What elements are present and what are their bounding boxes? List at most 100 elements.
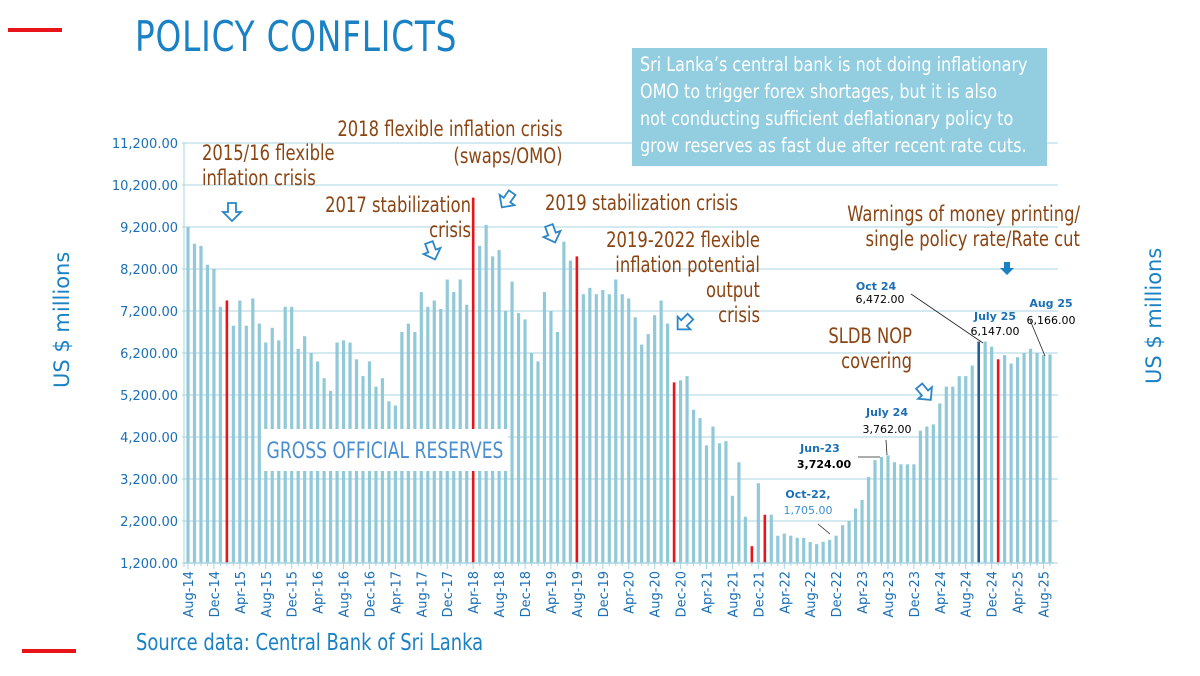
bar-mar-17 <box>387 401 391 563</box>
bar-dec-24 <box>990 346 994 563</box>
annotation-text: (swaps/OMO) <box>453 145 562 168</box>
bar-feb-20 <box>614 279 618 563</box>
accent-bar-top <box>8 28 62 32</box>
bar-jan-15 <box>218 306 223 563</box>
bar-apr-21 <box>704 445 709 563</box>
bar-dec-18 <box>523 319 527 563</box>
x-tick-label: Aug-22 <box>804 571 819 618</box>
bar-dec-14 <box>212 269 216 563</box>
bar-sep-14 <box>192 243 197 564</box>
data-label-leader <box>1029 319 1046 357</box>
bar-nov-20 <box>672 382 676 563</box>
arrow-down-left-icon <box>676 312 695 331</box>
bar-aug-19 <box>575 256 579 563</box>
data-label-date: Oct 24 <box>856 280 897 293</box>
bar-jun-25 <box>1028 348 1033 563</box>
bar-oct-14 <box>199 245 203 563</box>
annotation-text: inflation potential <box>615 254 760 277</box>
bar-apr-15 <box>238 300 242 563</box>
annotation-text: SLDB NOP <box>828 325 912 348</box>
bar-sep-20 <box>659 300 663 563</box>
data-label-value: 6,472.00 <box>856 293 905 306</box>
commentary-line: Sri Lanka’s central bank is not doing in… <box>640 53 1028 76</box>
x-tick-label: Dec-24 <box>986 571 1001 617</box>
bar-jun-20 <box>640 344 644 563</box>
bar-jun-15 <box>251 298 255 563</box>
bar-dec-22 <box>834 535 838 563</box>
x-tick-label: Dec-15 <box>286 571 301 617</box>
y-tick-label: 6,200.00 <box>120 347 178 362</box>
bar-jan-24 <box>918 430 922 563</box>
bar-apr-19 <box>549 311 553 563</box>
bar-oct-24 <box>977 341 981 563</box>
arrow-down-right-icon <box>914 382 933 401</box>
x-tick-label: Apr-17 <box>389 571 404 614</box>
bar-may-19 <box>555 332 560 563</box>
data-label-value: 1,705.00 <box>784 504 833 517</box>
bar-may-23 <box>866 476 871 563</box>
bar-aug-25 <box>1041 355 1046 563</box>
bar-jul-21 <box>724 441 728 563</box>
x-tick-label: Apr-20 <box>623 571 638 614</box>
x-tick-label: Aug-15 <box>260 571 275 618</box>
x-tick-label: Apr-24 <box>934 571 949 614</box>
x-tick-label: Aug-17 <box>415 571 430 618</box>
bar-feb-22 <box>769 514 773 563</box>
bar-nov-19 <box>594 294 598 563</box>
x-tick-label: Aug-20 <box>649 571 664 618</box>
y-tick-label: 4,200.00 <box>120 431 178 446</box>
annotation-text: crisis <box>718 304 760 327</box>
data-label-date: July 24 <box>865 406 908 419</box>
bar-jul-24 <box>957 376 961 563</box>
x-tick-label: Apr-23 <box>856 571 871 614</box>
bar-jun-16 <box>328 390 333 563</box>
bar-aug-23 <box>886 455 890 563</box>
bar-mar-22 <box>776 535 780 563</box>
y-tick-label: 8,200.00 <box>120 263 178 278</box>
annotation-text: 2018 flexible inflation crisis <box>337 118 562 141</box>
x-tick-label: Dec-17 <box>441 571 456 617</box>
annotation-text: covering <box>841 350 912 373</box>
bar-feb-18 <box>458 279 462 563</box>
bar-jun-21 <box>717 443 722 563</box>
x-tick-label: Apr-15 <box>234 571 249 614</box>
source-note: Source data: Central Bank of Sri Lanka <box>136 630 484 656</box>
bar-dec-20 <box>678 380 683 563</box>
bar-nov-22 <box>828 539 832 563</box>
bar-jan-23 <box>841 525 845 563</box>
commentary-line: not conducting sufficient deflationary p… <box>640 107 1014 130</box>
annotation-text: 2019-2022 flexible <box>606 229 760 252</box>
data-label-date: Aug 25 <box>1029 297 1072 310</box>
data-label-value: 6,147.00 <box>971 325 1020 338</box>
accent-bar-bottom <box>22 649 76 653</box>
x-tick-label: Dec-19 <box>597 571 612 617</box>
data-label-value: 3,724.00 <box>797 458 852 471</box>
x-tick-label: Dec-16 <box>363 571 378 617</box>
bar-nov-14 <box>205 264 210 563</box>
x-tick-label: Aug-19 <box>571 571 586 618</box>
bar-jun-24 <box>951 386 955 563</box>
bar-mar-21 <box>698 418 702 563</box>
bar-jan-17 <box>374 386 378 563</box>
bar-feb-21 <box>691 409 696 563</box>
bar-may-22 <box>789 535 793 563</box>
x-tick-label: Dec-20 <box>675 571 690 617</box>
bar-jan-22 <box>763 514 767 563</box>
bar-jan-25 <box>996 359 1000 563</box>
bar-dec-19 <box>601 290 605 563</box>
commentary-line: OMO to trigger forex shortages, but it i… <box>640 80 998 103</box>
bar-jan-18 <box>452 292 456 563</box>
annotation-text: Warnings of money printing/ <box>847 203 1080 226</box>
data-label-date: Oct-22, <box>785 488 830 501</box>
data-label-value: 3,762.00 <box>863 423 912 436</box>
bar-apr-22 <box>782 533 786 563</box>
bar-aug-24 <box>964 376 968 563</box>
bar-nov-24 <box>983 341 987 563</box>
bar-apr-23 <box>860 500 864 563</box>
bar-may-21 <box>711 426 715 563</box>
x-tick-label: Dec-14 <box>208 571 223 617</box>
bar-jun-19 <box>562 241 566 563</box>
data-label-date: July 25 <box>973 310 1016 323</box>
bar-dec-21 <box>756 483 760 563</box>
